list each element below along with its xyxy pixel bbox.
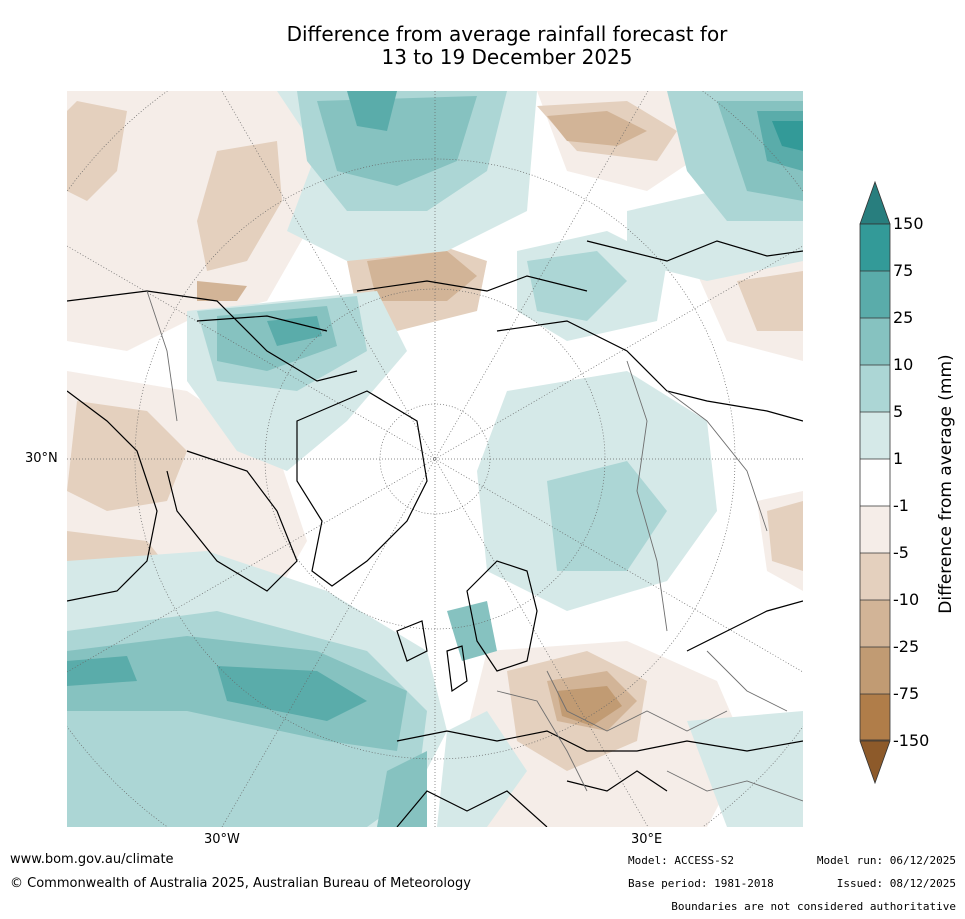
dry-very-strong-regions	[557, 686, 622, 726]
colorbar-band	[860, 506, 890, 553]
footer-model: Model: ACCESS-S2	[628, 854, 734, 867]
footer-url[interactable]: www.bom.gov.au/climate	[10, 852, 174, 867]
colorbar-band	[860, 412, 890, 459]
footer-boundaries-note: Boundaries are not considered authoritat…	[671, 900, 956, 913]
footer-issued: Issued: 08/12/2025	[836, 877, 956, 890]
wet-extreme-regions	[772, 121, 803, 151]
colorbar-tick-label: -75	[893, 684, 920, 703]
footer-model-run: Model run: 06/12/2025	[816, 854, 956, 867]
colorbar-band	[860, 459, 890, 506]
colorbar-title: Difference from average (mm)	[936, 354, 956, 614]
footer-copyright: © Commonwealth of Australia 2025, Austra…	[10, 876, 471, 891]
colorbar-tick-label: -150	[893, 731, 930, 750]
rainfall-anomaly-map	[67, 91, 803, 827]
latitude-label-30n: 30°N	[25, 451, 58, 466]
graticule	[67, 91, 803, 827]
colorbar-band	[860, 271, 890, 318]
colorbar-band	[860, 647, 890, 694]
wet-very-strong-regions	[67, 91, 803, 721]
colorbar-tick-label: -1	[893, 496, 909, 515]
longitude-label-30w: 30°W	[204, 832, 240, 847]
colorbar-tick-label: 150	[893, 214, 924, 233]
colorbar-graphic	[859, 180, 891, 785]
chart-title-line1: Difference from average rainfall forecas…	[286, 22, 728, 46]
colorbar-tick-label: -10	[893, 590, 920, 609]
colorbar-band	[860, 318, 890, 365]
colorbar-tick-label: 75	[893, 261, 914, 280]
country-boundaries	[146, 290, 803, 802]
colorbar-extend-top	[859, 180, 891, 225]
chart-title-line2: 13 to 19 December 2025	[381, 45, 633, 69]
coastlines	[67, 240, 803, 827]
colorbar-tick-label: -5	[893, 543, 909, 562]
colorbar-tick-label: 10	[893, 355, 914, 374]
colorbar-band	[860, 553, 890, 600]
colorbar-tick-label: -25	[893, 637, 920, 656]
colorbar-tick-label: 25	[893, 308, 914, 327]
colorbar	[855, 180, 895, 785]
footer-base-period: Base period: 1981-2018	[628, 877, 774, 890]
colorbar-tick-label: 1	[893, 449, 904, 468]
colorbar-extend-bottom	[859, 740, 891, 785]
colorbar-band	[860, 365, 890, 412]
longitude-label-30e: 30°E	[631, 832, 663, 847]
colorbar-border	[859, 223, 891, 741]
map-panel[interactable]	[67, 91, 803, 827]
colorbar-band	[860, 224, 890, 271]
colorbar-band	[860, 694, 890, 741]
colorbar-band	[860, 600, 890, 647]
colorbar-tick-label: 5	[893, 402, 904, 421]
